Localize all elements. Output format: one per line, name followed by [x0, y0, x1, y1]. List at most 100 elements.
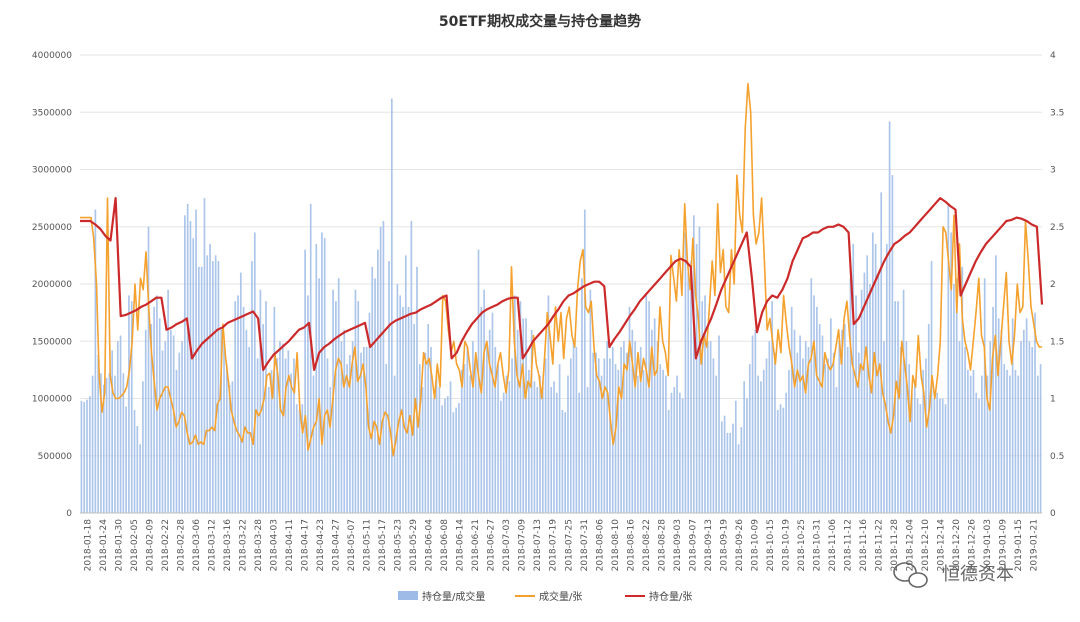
series-line-1 [80, 82, 1042, 457]
legend-label: 成交量/张 [539, 590, 582, 603]
bar [312, 375, 315, 513]
bar [276, 358, 278, 513]
bar [995, 255, 997, 513]
bar [97, 354, 100, 513]
bar [609, 358, 611, 513]
bar [547, 295, 550, 513]
bar [211, 261, 214, 513]
x-tick-label: 2018-04-27 [332, 519, 342, 571]
bar [1011, 318, 1014, 513]
bar [734, 400, 737, 513]
bar [511, 358, 513, 513]
x-tick-label: 2018-07-31 [580, 519, 590, 571]
bar [444, 398, 446, 513]
bar [732, 423, 734, 513]
bar [642, 369, 645, 513]
x-tick-label: 2018-09-19 [719, 519, 729, 572]
x-tick-label: 2018-06-21 [471, 519, 481, 571]
bar [1009, 375, 1011, 513]
bar [790, 306, 793, 513]
x-tick-label: 2018-03-06 [192, 519, 202, 572]
bar [631, 329, 634, 513]
bar [866, 255, 869, 513]
x-tick-label: 2018-08-28 [657, 519, 667, 572]
bar [997, 318, 1000, 513]
bar [139, 444, 141, 513]
x-tick-label: 2018-11-22 [875, 519, 885, 571]
bar [737, 444, 740, 513]
bar [399, 295, 402, 513]
bar [158, 318, 161, 513]
bar [955, 278, 958, 513]
bar [639, 346, 642, 513]
x-tick-label: 2018-02-05 [130, 519, 140, 571]
bar [209, 243, 211, 514]
bar [788, 369, 790, 513]
bar [595, 352, 597, 513]
bar [743, 381, 746, 513]
bar [374, 278, 376, 513]
bar [379, 226, 382, 513]
bar-series [80, 98, 1042, 514]
bar [253, 232, 256, 513]
bar [83, 401, 86, 513]
bar [505, 375, 508, 513]
x-tick-label: 2018-12-04 [906, 519, 916, 572]
bar [164, 341, 167, 513]
bar [748, 364, 751, 513]
bar [150, 324, 153, 513]
bar [617, 369, 620, 513]
bar [435, 375, 438, 513]
bar [371, 266, 374, 513]
bar [846, 346, 849, 513]
x-tick-label: 2018-07-09 [518, 519, 528, 572]
y-right-tick-label: 3 [1050, 166, 1056, 176]
bar [281, 343, 284, 513]
x-tick-label: 2018-03-12 [207, 519, 217, 571]
y-left-tick-label: 0 [66, 509, 72, 519]
bar [438, 387, 441, 513]
x-tick-label: 2018-04-03 [269, 519, 279, 571]
bar [944, 404, 947, 513]
bar [645, 295, 648, 513]
bar [830, 318, 832, 513]
bar [91, 375, 94, 513]
bar [449, 381, 452, 513]
bar [321, 232, 323, 513]
x-tick-label: 2018-08-06 [595, 519, 605, 572]
bar [256, 358, 259, 513]
bar [178, 352, 181, 513]
bar [410, 221, 413, 513]
bar [203, 198, 206, 513]
bar [905, 341, 908, 513]
bar [950, 232, 952, 513]
bar [284, 358, 287, 513]
bar [925, 358, 927, 513]
y-left-tick-label: 4000000 [32, 51, 72, 61]
bar [404, 255, 407, 513]
bar [1022, 329, 1025, 513]
bar [785, 392, 787, 513]
bar [553, 381, 555, 513]
bar [416, 266, 418, 513]
bar [533, 381, 536, 513]
bar [953, 284, 955, 513]
bar [144, 329, 147, 513]
x-tick-label: 2018-05-11 [363, 519, 373, 571]
bar [550, 387, 553, 513]
bar [765, 358, 768, 513]
bar [295, 404, 298, 513]
bar [175, 369, 178, 513]
bar [891, 175, 894, 513]
bar [329, 387, 332, 513]
bar [307, 295, 309, 513]
bar [365, 346, 368, 513]
bar [340, 341, 343, 513]
x-tick-label: 2018-02-09 [145, 519, 155, 572]
bar [818, 324, 821, 513]
bar [335, 301, 337, 513]
bar [857, 352, 860, 513]
bar [184, 215, 186, 514]
bar [978, 398, 980, 513]
x-tick-label: 2018-07-13 [533, 519, 543, 571]
